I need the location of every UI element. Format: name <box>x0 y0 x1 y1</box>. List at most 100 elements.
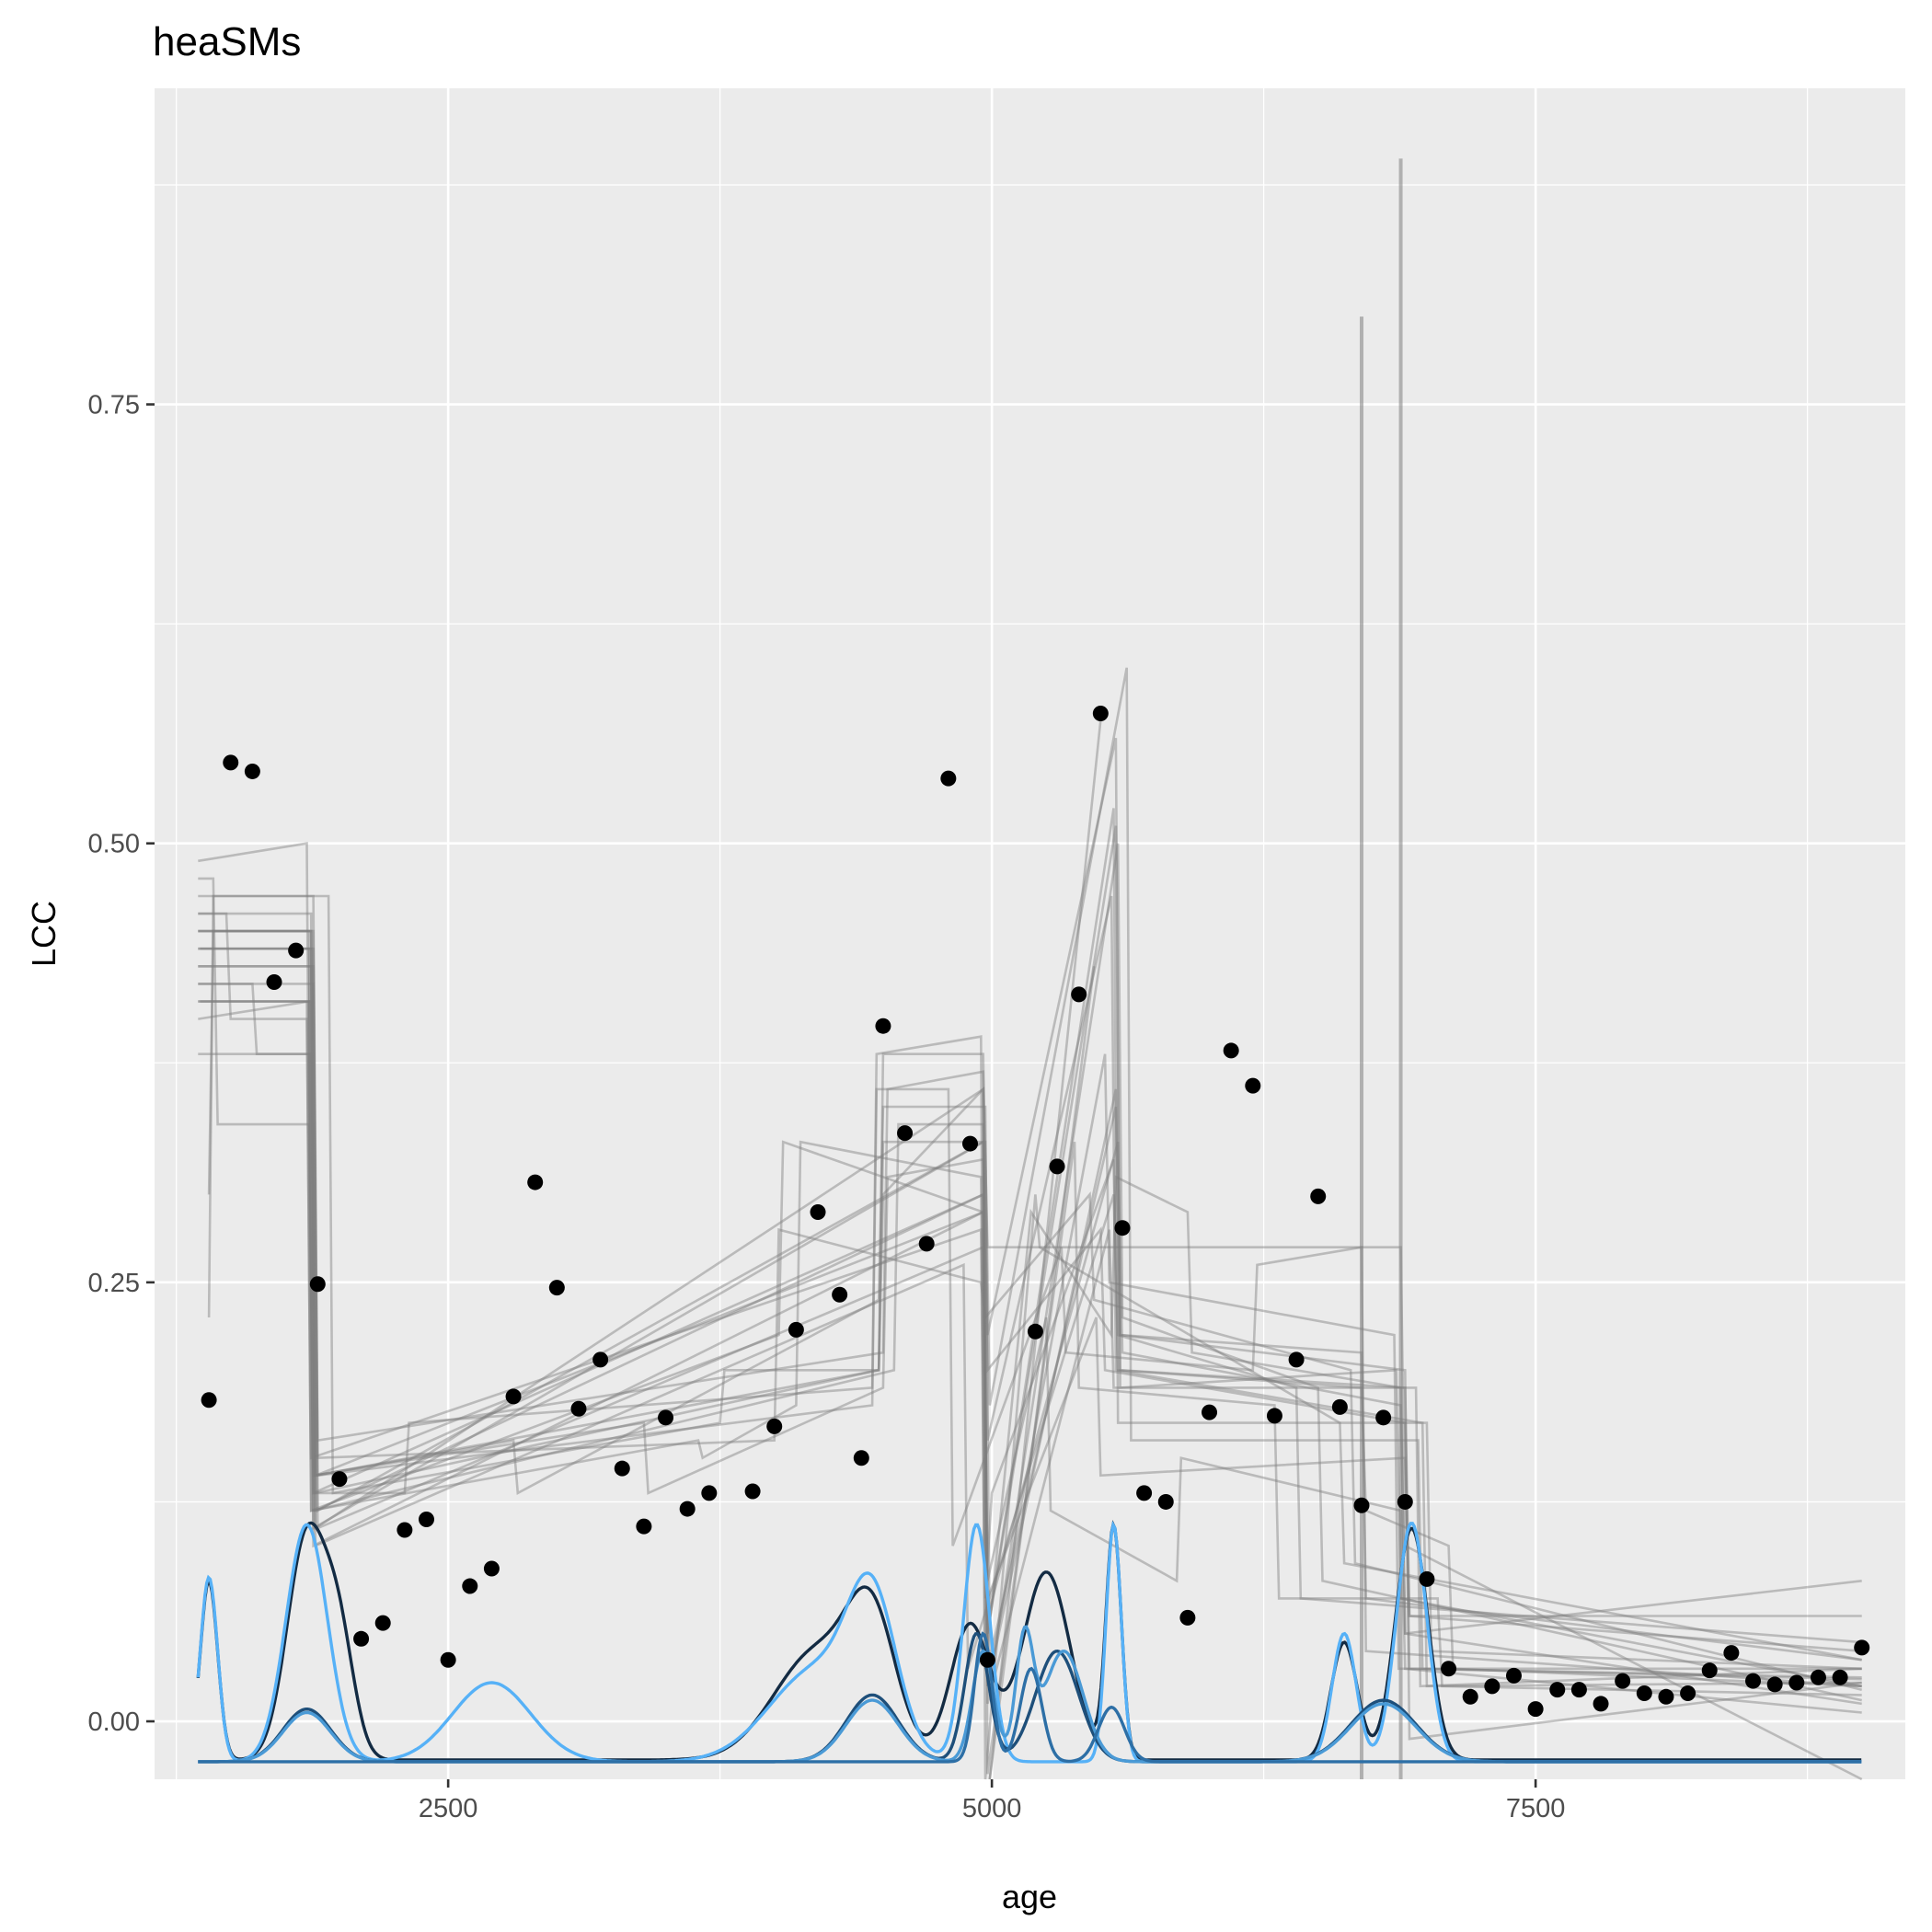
density-line <box>198 1631 1862 1764</box>
model-line <box>198 895 1862 1688</box>
x-tick-label: 7500 <box>1506 1794 1566 1823</box>
data-point <box>1788 1674 1805 1691</box>
data-point <box>418 1512 434 1528</box>
data-point <box>897 1125 914 1142</box>
data-point <box>266 973 282 990</box>
data-point <box>658 1409 674 1426</box>
data-point <box>1092 705 1109 721</box>
data-point <box>1419 1570 1435 1587</box>
model-line <box>988 966 1096 1780</box>
model-line <box>198 947 1862 1780</box>
data-point <box>744 1483 761 1500</box>
data-point <box>1615 1673 1631 1689</box>
data-point <box>1549 1682 1566 1698</box>
data-point <box>636 1518 652 1535</box>
data-point <box>570 1400 587 1417</box>
data-point <box>1854 1639 1870 1656</box>
data-point <box>1484 1678 1501 1695</box>
model-line <box>198 1000 1862 1644</box>
data-point <box>1331 1398 1348 1415</box>
y-axis-title: LCC <box>25 901 63 967</box>
data-point <box>1766 1676 1783 1693</box>
data-point <box>1027 1323 1043 1340</box>
data-point <box>1745 1673 1762 1689</box>
density-lines <box>196 1520 1862 1764</box>
y-tick-label: 0.00 <box>88 1708 140 1737</box>
data-point <box>1701 1662 1718 1679</box>
data-point <box>1288 1351 1305 1368</box>
data-point <box>527 1174 544 1190</box>
model-line <box>198 737 1862 1688</box>
data-point <box>462 1578 478 1594</box>
x-axis-title: age <box>1002 1878 1057 1915</box>
data-point <box>832 1286 848 1303</box>
data-point <box>592 1351 609 1368</box>
data-point <box>1157 1493 1174 1510</box>
data-point <box>979 1651 995 1668</box>
grid-minor <box>155 88 1905 1779</box>
y-tick-label: 0.25 <box>88 1269 140 1298</box>
data-point <box>353 1630 370 1647</box>
data-point <box>1310 1188 1327 1204</box>
data-point <box>1353 1497 1370 1513</box>
model-line <box>207 825 1862 1741</box>
model-line <box>198 947 1862 1636</box>
data-point <box>374 1615 391 1631</box>
data-point <box>1832 1669 1848 1685</box>
data-point <box>875 1018 891 1034</box>
data-point <box>810 1204 826 1221</box>
model-line <box>198 912 1862 1705</box>
data-point <box>1375 1409 1392 1426</box>
data-point <box>961 1135 978 1152</box>
data-point <box>1245 1077 1261 1094</box>
data-point <box>1636 1685 1652 1701</box>
data-point <box>766 1418 783 1434</box>
y-axis: 0.00 0.25 0.50 0.75 <box>88 391 155 1737</box>
data-point <box>918 1236 935 1252</box>
x-tick-label: 5000 <box>962 1794 1022 1823</box>
x-tick-label: 2500 <box>419 1794 478 1823</box>
data-point <box>1202 1404 1218 1420</box>
model-line <box>198 877 1862 1679</box>
plot-panel <box>155 88 1905 1779</box>
data-point <box>1570 1682 1587 1698</box>
data-point <box>1223 1042 1239 1059</box>
model-line <box>200 667 1862 1681</box>
data-point <box>440 1651 456 1668</box>
data-point <box>331 1471 348 1488</box>
density-line <box>196 1520 1862 1762</box>
model-line <box>198 843 1862 1702</box>
data-point <box>223 754 239 771</box>
data-point <box>1071 986 1087 1003</box>
y-tick-label: 0.50 <box>88 830 140 859</box>
data-point <box>201 1392 217 1409</box>
chart-title: heaSMs <box>153 19 301 64</box>
data-point <box>1723 1645 1740 1662</box>
model-line <box>198 808 1862 1671</box>
data-point <box>1114 1220 1131 1236</box>
data-point <box>1136 1485 1153 1501</box>
data-point <box>1441 1661 1457 1677</box>
data-point <box>505 1388 522 1405</box>
data-point <box>788 1321 804 1338</box>
data-point <box>940 770 957 787</box>
data-point <box>614 1460 630 1477</box>
data-point <box>1810 1669 1826 1685</box>
data-point <box>548 1280 565 1296</box>
data-point <box>397 1522 413 1538</box>
model-line <box>198 929 1862 1687</box>
x-axis: 2500 5000 7500 <box>419 1779 1566 1823</box>
model-line <box>198 983 1862 1688</box>
data-point <box>309 1276 326 1293</box>
data-points <box>201 705 1870 1718</box>
data-point <box>244 763 260 779</box>
data-point <box>853 1450 869 1466</box>
model-line <box>198 999 1862 1687</box>
model-line <box>198 983 1863 1691</box>
data-point <box>1179 1609 1196 1626</box>
data-point <box>1680 1685 1696 1701</box>
model-line <box>198 929 1862 1688</box>
data-point <box>1527 1701 1544 1718</box>
